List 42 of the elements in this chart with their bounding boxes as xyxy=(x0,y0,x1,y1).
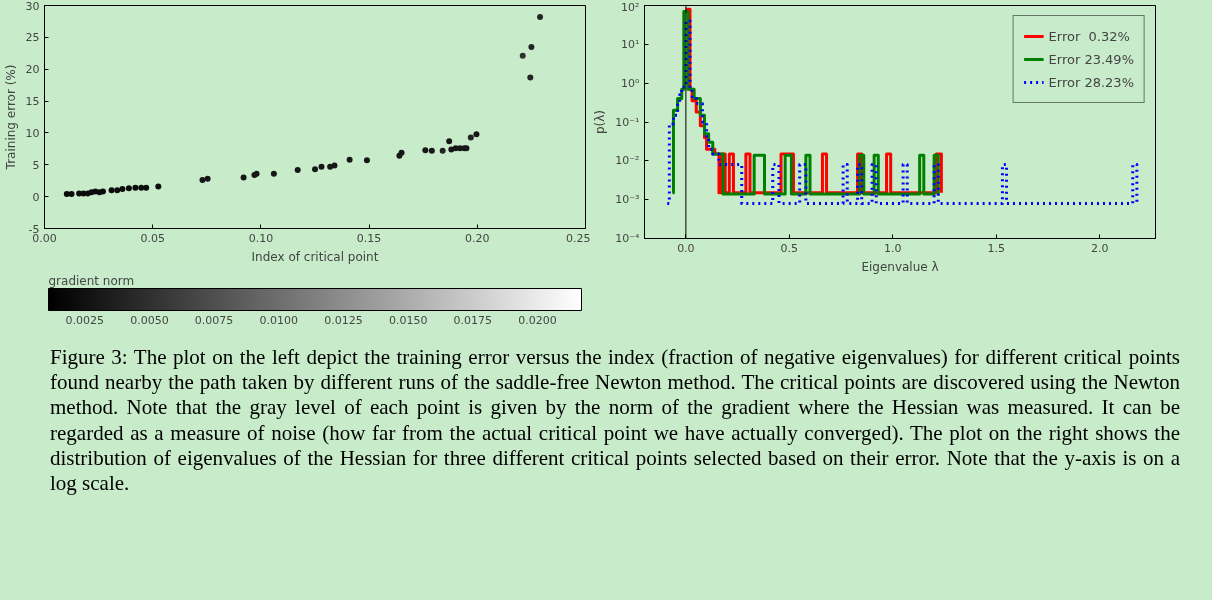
legend-label: Error 23.49% xyxy=(1048,51,1134,67)
y-tick-label: 10¹ xyxy=(621,37,640,51)
x-tick-label: 2.0 xyxy=(1090,241,1109,255)
y-tick-label: 10 xyxy=(25,126,40,140)
color-bar-title: gradient norm xyxy=(48,273,135,288)
x-tick-label: 0.5 xyxy=(780,241,799,255)
x-tick-label: 0.00 xyxy=(32,231,57,245)
caption: Figure 3: The plot on the left depict the training error versus the index (fraction of negative eigenvalues) for different critical points found nearby the path taken by different runs of the saddle-free Newton method. The critical points are discovered using the Newton method. Note that the gray level of each point is given by the norm of the gradient where the Hessian was measured. It can be regarded as a measure of noise (how far from the actual critical point we have actually converged). The plot on the right shows the distribution of eigenvalues of the Hessian for three different critical points selected based on their error. Note that the y-axis is on a log scale. xyxy=(50,345,1180,497)
y-tick-label: 10⁻¹ xyxy=(615,115,640,129)
color-bar-label: 0.0025 xyxy=(65,313,104,327)
y-tick-label: 10⁻³ xyxy=(615,193,640,207)
y-tick-label: 0 xyxy=(32,190,40,204)
color-bar-label: 0.0175 xyxy=(453,313,493,327)
y-axis-title: p(λ) xyxy=(593,109,608,135)
y-tick-label: 10⁻⁴ xyxy=(615,232,641,245)
color-bar-label: 0.0050 xyxy=(130,313,169,327)
x-axis-title: Index of critical point xyxy=(251,249,379,264)
legend-label: Error 0.32% xyxy=(1048,28,1130,44)
x-tick-label: 0.15 xyxy=(356,231,382,245)
y-tick-label: 10² xyxy=(621,0,640,14)
x-tick-label: 0.05 xyxy=(140,231,165,245)
y-axis-title: Training error (%) xyxy=(3,64,18,171)
color-bar-label: 0.0125 xyxy=(324,313,363,327)
color-bar-label: 0.0150 xyxy=(388,313,428,327)
color-bar-label: 0.0075 xyxy=(194,313,234,327)
x-axis-title: Eigenvalue λ xyxy=(861,259,939,274)
x-tick-label: 1.5 xyxy=(987,241,1005,255)
y-tick-label: 20 xyxy=(25,63,40,77)
x-tick-label: 0.20 xyxy=(465,231,490,245)
color-bar-label: 0.0200 xyxy=(518,313,557,327)
y-tick-label: 30 xyxy=(25,0,40,13)
x-tick-label: 0.25 xyxy=(566,231,591,245)
y-tick-label: 15 xyxy=(25,95,40,109)
x-tick-label: 0.10 xyxy=(248,231,274,245)
y-tick-label: 10⁰ xyxy=(621,76,641,90)
legend-label: Error 28.23% xyxy=(1048,74,1134,90)
color-bar-label: 0.0100 xyxy=(259,313,299,327)
y-tick-label: 25 xyxy=(25,31,40,45)
x-tick-label: 0.0 xyxy=(677,241,695,255)
y-tick-label: 10⁻² xyxy=(615,154,640,168)
y-tick-label: 5 xyxy=(32,158,40,172)
x-tick-label: 1.0 xyxy=(884,241,902,255)
